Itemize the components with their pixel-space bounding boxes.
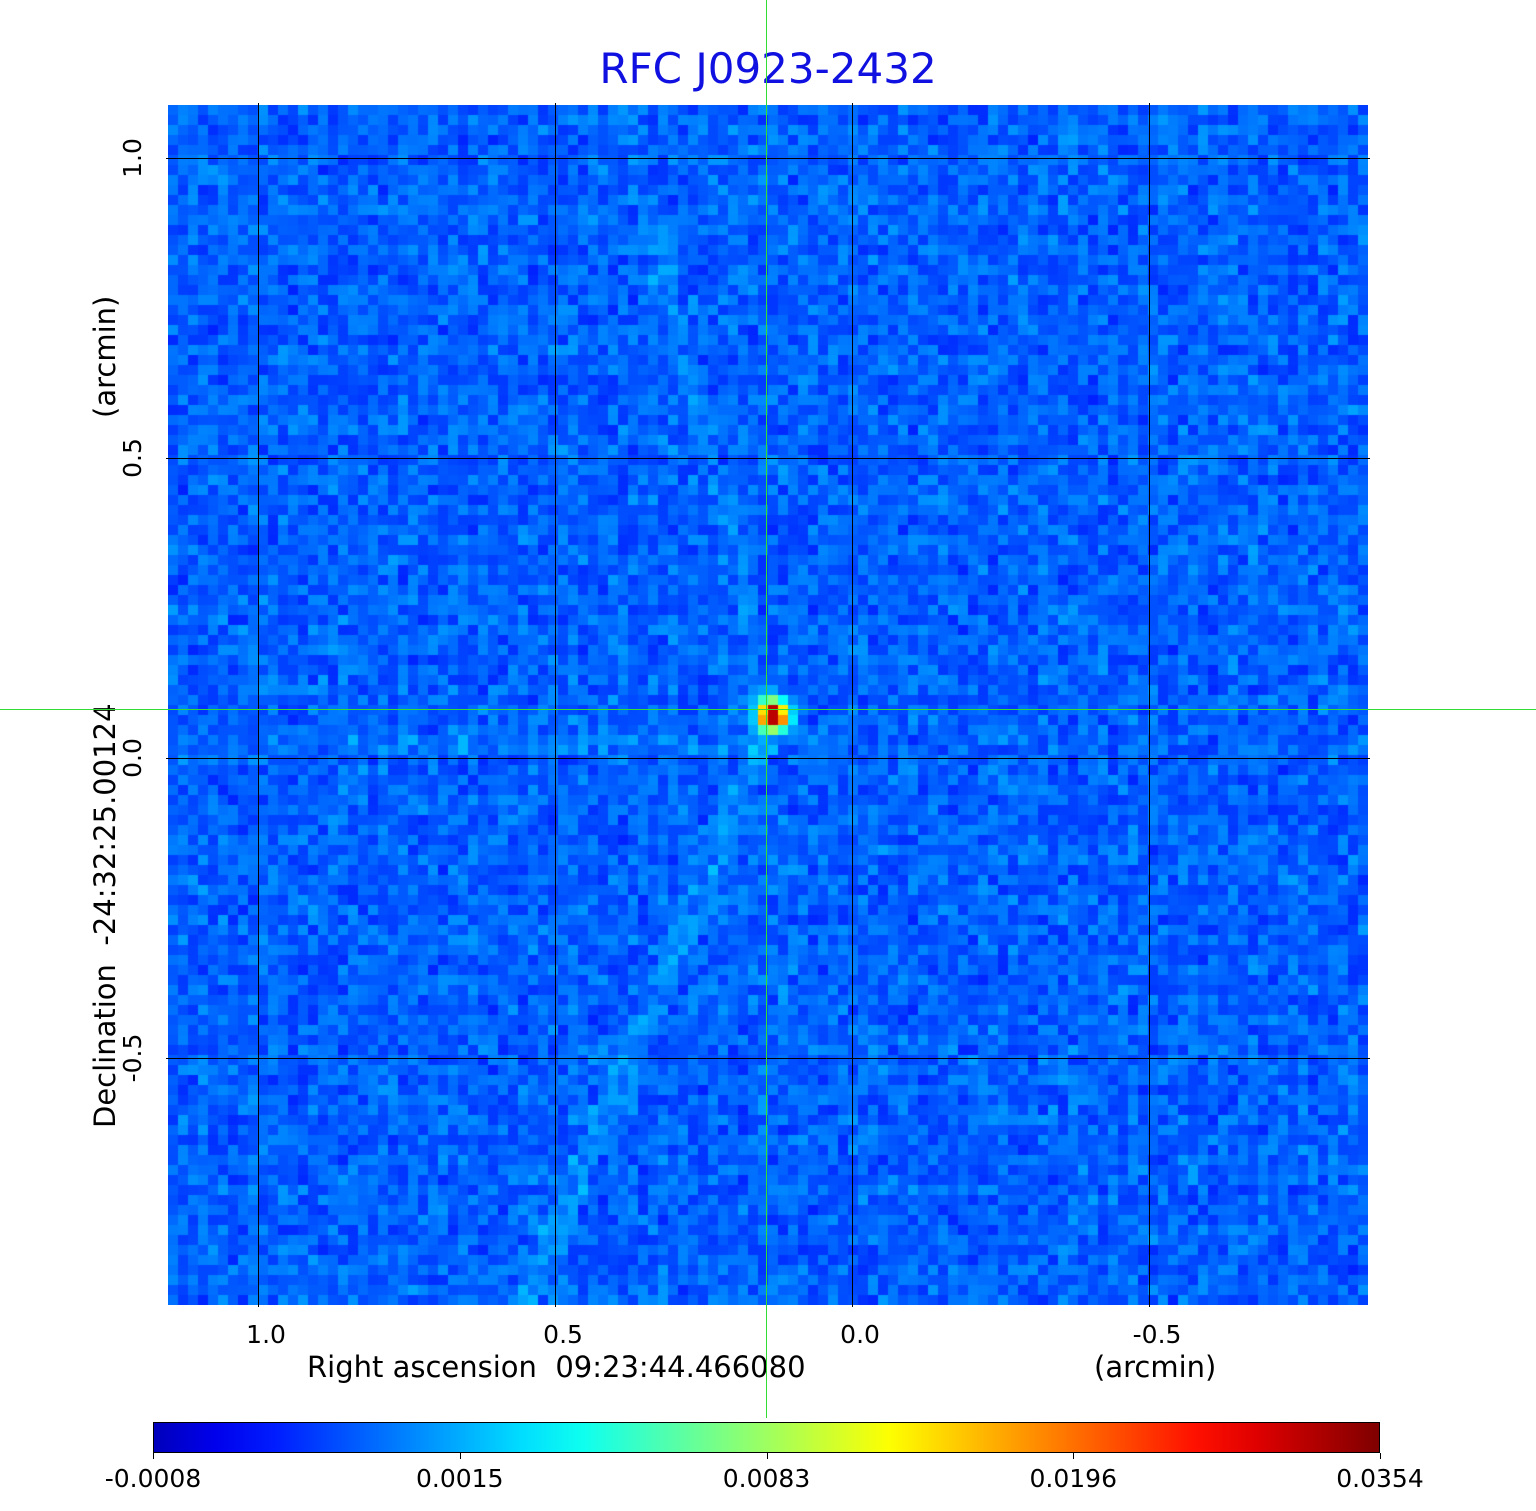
y-tick-label: 0.0 bbox=[118, 738, 147, 778]
y-tick-label: 0.5 bbox=[118, 438, 147, 479]
chart-title: RFC J0923-2432 bbox=[599, 44, 937, 93]
crosshair-horizontal bbox=[0, 709, 1536, 710]
colorbar-tick-mark bbox=[766, 1453, 768, 1459]
intensity-map bbox=[168, 105, 1368, 1305]
x-axis-unit: (arcmin) bbox=[1094, 1350, 1217, 1384]
grid-line-horizontal bbox=[166, 458, 1370, 460]
x-tick-label: 0.5 bbox=[543, 1320, 583, 1349]
colorbar-tick-mark bbox=[1073, 1453, 1075, 1459]
x-tick-label: 1.0 bbox=[246, 1320, 286, 1349]
image-plot-area[interactable] bbox=[166, 103, 1370, 1307]
colorbar-tick-mark bbox=[459, 1453, 461, 1459]
y-axis-label: Declination -24:32:25.00124 bbox=[88, 703, 122, 1128]
colorbar-tick-label: -0.0008 bbox=[104, 1464, 202, 1493]
colorbar-tick-label: 0.0015 bbox=[416, 1464, 504, 1493]
colorbar-tick-label: 0.0083 bbox=[722, 1464, 811, 1493]
x-tick-label: -0.5 bbox=[1132, 1320, 1182, 1349]
y-tick-label: 1.0 bbox=[118, 138, 147, 179]
colorbar bbox=[153, 1422, 1380, 1453]
grid-line-vertical bbox=[555, 103, 557, 1307]
grid-line-vertical bbox=[852, 103, 854, 1307]
grid-line-vertical bbox=[258, 103, 260, 1307]
y-axis-unit: (arcmin) bbox=[88, 295, 122, 418]
x-axis-label: Right ascension 09:23:44.466080 bbox=[307, 1350, 806, 1384]
x-tick-label: 0.0 bbox=[840, 1320, 880, 1349]
colorbar-tick-label: 0.0354 bbox=[1336, 1464, 1424, 1493]
y-tick-label: -0.5 bbox=[118, 1033, 147, 1083]
colorbar-tick-mark bbox=[153, 1453, 154, 1459]
grid-line-vertical bbox=[1149, 103, 1151, 1307]
colorbar-tick-mark bbox=[1380, 1453, 1381, 1459]
grid-line-horizontal bbox=[166, 1058, 1370, 1060]
grid-line-horizontal bbox=[166, 758, 1370, 760]
colorbar-tick-label: 0.0196 bbox=[1029, 1464, 1117, 1493]
grid-line-horizontal bbox=[166, 158, 1370, 160]
